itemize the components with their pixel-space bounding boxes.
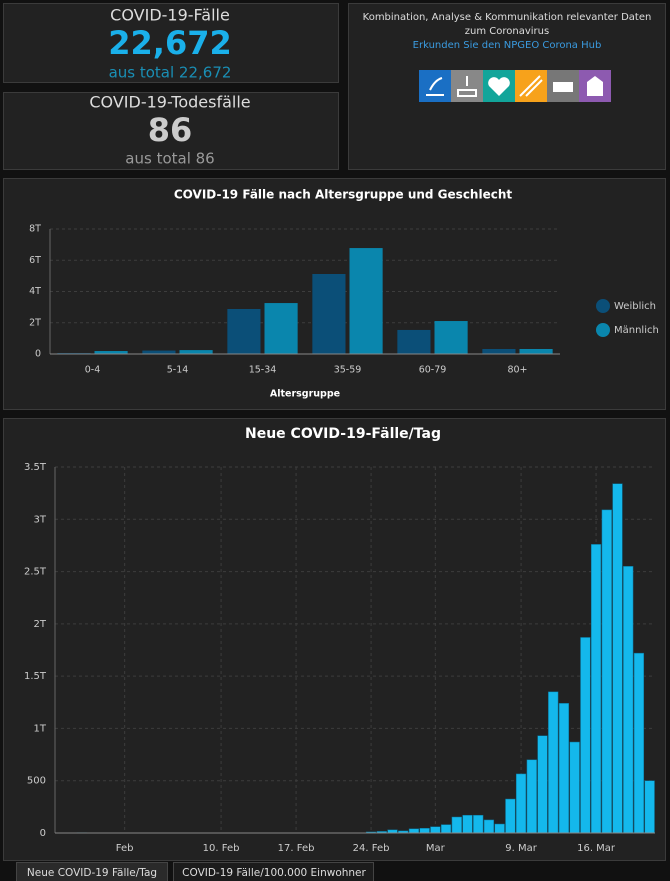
bar <box>483 819 495 834</box>
bar <box>644 780 655 834</box>
bar <box>519 349 553 354</box>
bar <box>179 350 213 354</box>
y-tick-label: 2T <box>29 317 41 328</box>
x-tick-label: 0-4 <box>85 365 101 376</box>
y-tick-label: 500 <box>27 776 46 787</box>
y-tick-label: 1.5T <box>24 671 47 682</box>
legend-label: Weiblich <box>614 301 656 312</box>
x-tick-label: 60-79 <box>419 365 447 376</box>
bar <box>312 274 346 354</box>
bar <box>569 741 580 834</box>
x-tick-label: 35-59 <box>334 365 362 376</box>
x-tick-label: 80+ <box>507 365 527 376</box>
bar <box>612 483 623 834</box>
indicator-total: aus total 22,672 <box>109 64 232 82</box>
bar <box>440 824 452 834</box>
y-tick-label: 4T <box>29 286 41 297</box>
bar <box>633 652 645 834</box>
bar <box>434 321 468 354</box>
indicator-title: COVID-19-Fälle <box>110 6 230 25</box>
x-tick-label: Feb <box>116 843 134 854</box>
y-tick-label: 1T <box>34 723 47 734</box>
bar <box>601 509 612 834</box>
y-tick-label: 6T <box>29 255 41 266</box>
bar <box>623 566 634 834</box>
bar <box>473 814 484 834</box>
indicator-value: 22,672 <box>108 24 231 62</box>
tab-label[interactable]: COVID-19 Fälle/100.000 Einwohner <box>182 867 366 879</box>
bar <box>537 735 548 834</box>
bar <box>558 703 570 834</box>
x-tick-label: 17. Feb <box>278 843 315 854</box>
tab-label[interactable]: Neue COVID-19 Fälle/Tag <box>27 867 157 879</box>
indicator-total: aus total 86 <box>125 150 214 168</box>
legend-label: Männlich <box>614 325 659 336</box>
bar <box>408 828 420 834</box>
chart-title: COVID-19 Fälle nach Altersgruppe und Ges… <box>174 188 513 202</box>
x-tick-label: 16. Mar <box>577 843 616 854</box>
x-axis-label: Altersgruppe <box>270 389 340 400</box>
bar <box>227 309 261 354</box>
bar <box>548 691 559 834</box>
bar <box>482 349 516 354</box>
x-tick-label: 15-34 <box>249 365 277 376</box>
bar <box>94 351 128 354</box>
info-text: Kombination, Analyse & Kommunikation rel… <box>362 12 652 37</box>
y-tick-label: 2T <box>34 619 47 630</box>
panel <box>3 92 339 170</box>
bar <box>580 637 591 834</box>
info-panel: Kombination, Analyse & Kommunikation rel… <box>352 11 662 53</box>
x-tick-label: 9. Mar <box>505 843 537 854</box>
bar <box>397 329 431 354</box>
bar <box>515 773 527 834</box>
bar <box>349 248 383 354</box>
bar <box>590 544 602 834</box>
hub-link[interactable]: Erkunden Sie den NPGEO Corona Hub <box>412 40 602 51</box>
bar <box>494 823 505 834</box>
chart-title: Neue COVID-19-Fälle/Tag <box>245 426 441 442</box>
indicator-title: COVID-19-Todesfälle <box>89 93 250 112</box>
hub-icons[interactable] <box>419 70 611 102</box>
tab[interactable] <box>173 862 374 881</box>
legend-swatch <box>596 323 610 337</box>
panel <box>3 3 339 83</box>
bar <box>526 759 537 834</box>
x-tick-label: Mar <box>426 843 446 854</box>
x-tick-label: 5-14 <box>167 365 189 376</box>
bar <box>142 350 176 354</box>
x-tick-label: 24. Feb <box>353 843 390 854</box>
tab[interactable] <box>16 862 168 881</box>
bar <box>451 816 462 834</box>
bar <box>505 798 516 834</box>
bar <box>419 828 430 834</box>
y-tick-label: 3T <box>34 514 47 525</box>
y-tick-label: 8T <box>29 224 41 235</box>
y-tick-label: 0 <box>40 828 46 839</box>
legend-swatch <box>596 299 610 313</box>
y-tick-label: 3.5T <box>24 462 47 473</box>
icon[interactable] <box>419 70 451 102</box>
indicator-value: 86 <box>148 111 193 149</box>
bar <box>264 303 298 354</box>
y-tick-label: 2.5T <box>24 567 47 578</box>
x-tick-label: 10. Feb <box>203 843 240 854</box>
bar <box>430 826 441 834</box>
y-tick-label: 0 <box>35 349 41 360</box>
bar <box>462 814 473 834</box>
